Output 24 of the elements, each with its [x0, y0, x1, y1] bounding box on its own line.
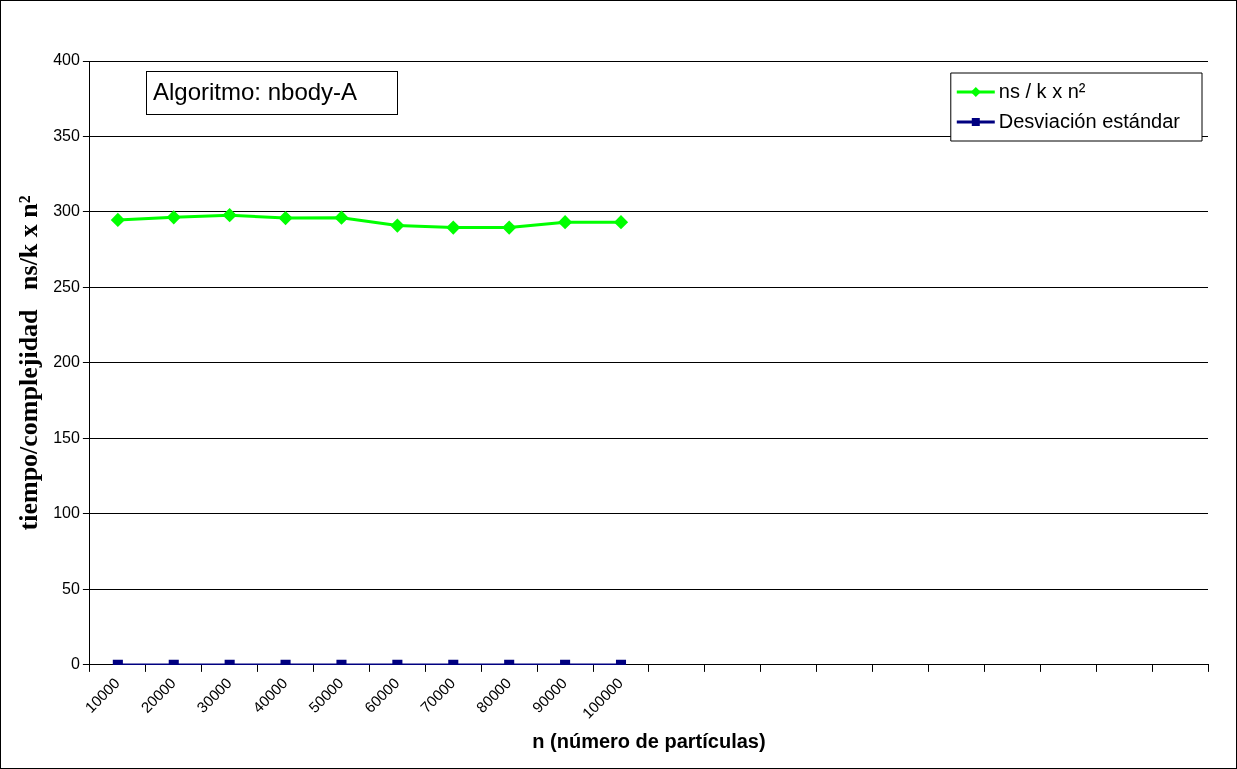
point	[279, 211, 293, 225]
point	[223, 208, 237, 222]
point	[502, 221, 516, 235]
y-axis-title: tiempo/complejidad ns/k x n²	[14, 195, 44, 531]
point	[111, 213, 125, 227]
y-tick-label: 350	[53, 126, 80, 144]
legend-label: Desviación estándar	[998, 109, 1181, 132]
annotation: Algoritmo: nbody-A	[146, 71, 399, 115]
y-tick-label: 200	[53, 353, 80, 371]
legend-label: ns / k x n²	[998, 79, 1086, 102]
y-tick-label: 150	[53, 428, 80, 446]
point	[334, 211, 348, 225]
y-tick-label: 50	[62, 579, 80, 597]
y-tick-label: 100	[53, 504, 80, 522]
x-axis-title: n (número de partículas)	[532, 729, 766, 752]
y-tick-label: 400	[53, 51, 80, 69]
point	[614, 215, 628, 229]
y-tick-label: 250	[53, 277, 80, 295]
y-tick-label: 300	[53, 202, 80, 220]
point	[446, 221, 460, 235]
y-tick-label: 0	[70, 655, 80, 673]
point	[167, 210, 181, 224]
point	[390, 219, 404, 233]
point	[558, 215, 572, 229]
